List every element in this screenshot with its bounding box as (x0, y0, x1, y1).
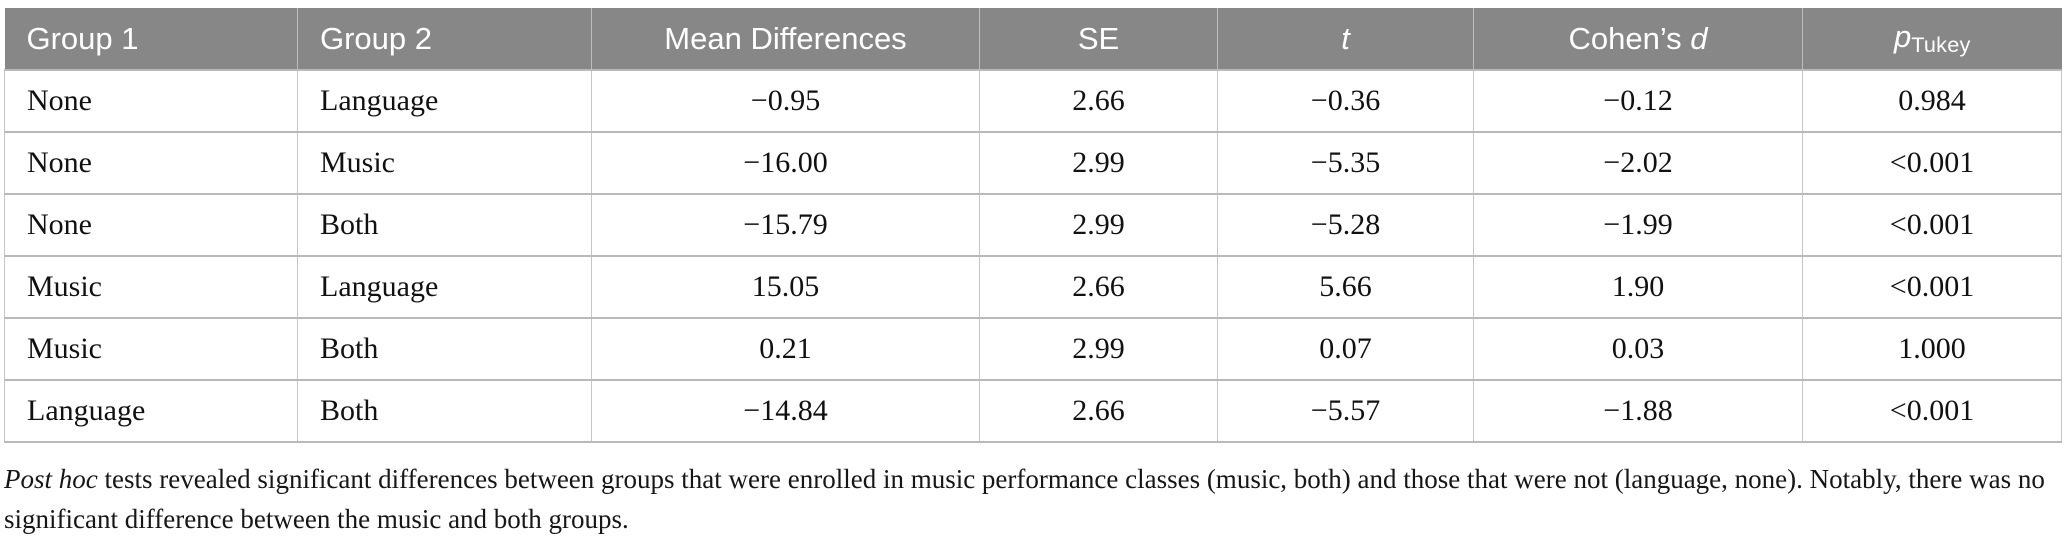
table-row: None Language −0.95 2.66 −0.36 −0.12 0.9… (4, 69, 2062, 132)
header-cell-t: t (1217, 8, 1474, 70)
table-header-row: Group 1 Group 2 Mean Differences SE t Co… (4, 8, 2062, 70)
header-cell-mean-differences: Mean Differences (591, 8, 980, 70)
table-cell: 2.99 (979, 193, 1218, 256)
table-cell: Language (297, 255, 592, 318)
table-cell: −1.88 (1473, 379, 1803, 443)
table-cell: 2.99 (979, 131, 1218, 194)
table-cell: 1.90 (1473, 255, 1803, 318)
table-cell: −0.95 (591, 69, 980, 132)
t-statistic-label: t (1341, 20, 1350, 56)
table-cell: <0.001 (1802, 255, 2062, 318)
table-cell: −5.28 (1217, 193, 1474, 256)
table-cell: Music (4, 317, 298, 380)
table-cell: 0.984 (1802, 69, 2062, 132)
header-cell-cohens-d: Cohen’s d (1473, 8, 1803, 70)
table-row: Music Language 15.05 2.66 5.66 1.90 <0.0… (4, 255, 2062, 318)
table-cell: 0.07 (1217, 317, 1474, 380)
table-cell: 2.66 (979, 379, 1218, 443)
table-cell: <0.001 (1802, 131, 2062, 194)
table-cell: −2.02 (1473, 131, 1803, 194)
p-symbol: p (1893, 19, 1912, 55)
header-cell-p-tukey: pTukey (1802, 8, 2062, 70)
cohens-d-symbol: d (1690, 20, 1708, 56)
table-cell: None (4, 69, 298, 132)
table-row: None Music −16.00 2.99 −5.35 −2.02 <0.00… (4, 131, 2062, 194)
table-cell: Language (297, 69, 592, 132)
table-cell: <0.001 (1802, 379, 2062, 443)
table-cell: None (4, 131, 298, 194)
table-cell: −5.57 (1217, 379, 1474, 443)
table-cell: −14.84 (591, 379, 980, 443)
table-cell: Both (297, 193, 592, 256)
table-cell: None (4, 193, 298, 256)
table-cell: Both (297, 379, 592, 443)
table-footnote: Post hoc tests revealed significant diff… (4, 459, 2062, 539)
table-row: None Both −15.79 2.99 −5.28 −1.99 <0.001 (4, 193, 2062, 256)
table-cell: −16.00 (591, 131, 980, 194)
table-cell: 15.05 (591, 255, 980, 318)
header-cell-group1: Group 1 (4, 8, 298, 70)
table-cell: −1.99 (1473, 193, 1803, 256)
header-cell-group2: Group 2 (297, 8, 592, 70)
table-row: Music Both 0.21 2.99 0.07 0.03 1.000 (4, 317, 2062, 380)
table-cell: 2.99 (979, 317, 1218, 380)
table-cell: −5.35 (1217, 131, 1474, 194)
table-row: Language Both −14.84 2.66 −5.57 −1.88 <0… (4, 379, 2062, 443)
table-cell: Both (297, 317, 592, 380)
table-cell: Music (297, 131, 592, 194)
p-tukey-subscript: Tukey (1911, 31, 1971, 57)
table-cell: 2.66 (979, 69, 1218, 132)
table-cell: 5.66 (1217, 255, 1474, 318)
table-cell: Language (4, 379, 298, 443)
cohens-label: Cohen’s (1568, 20, 1691, 56)
posthoc-comparisons-table: Group 1 Group 2 Mean Differences SE t Co… (4, 8, 2062, 443)
table-cell: −0.12 (1473, 69, 1803, 132)
table-cell: 2.66 (979, 255, 1218, 318)
table-cell: 0.03 (1473, 317, 1803, 380)
table-cell: −0.36 (1217, 69, 1474, 132)
table-cell: −15.79 (591, 193, 980, 256)
table-cell: 0.21 (591, 317, 980, 380)
footnote-posthoc-lead: Post hoc (4, 464, 98, 494)
table-cell: Music (4, 255, 298, 318)
table-cell: 1.000 (1802, 317, 2062, 380)
header-cell-se: SE (979, 8, 1218, 70)
table-cell: <0.001 (1802, 193, 2062, 256)
footnote-text: tests revealed significant differences b… (4, 464, 2045, 534)
